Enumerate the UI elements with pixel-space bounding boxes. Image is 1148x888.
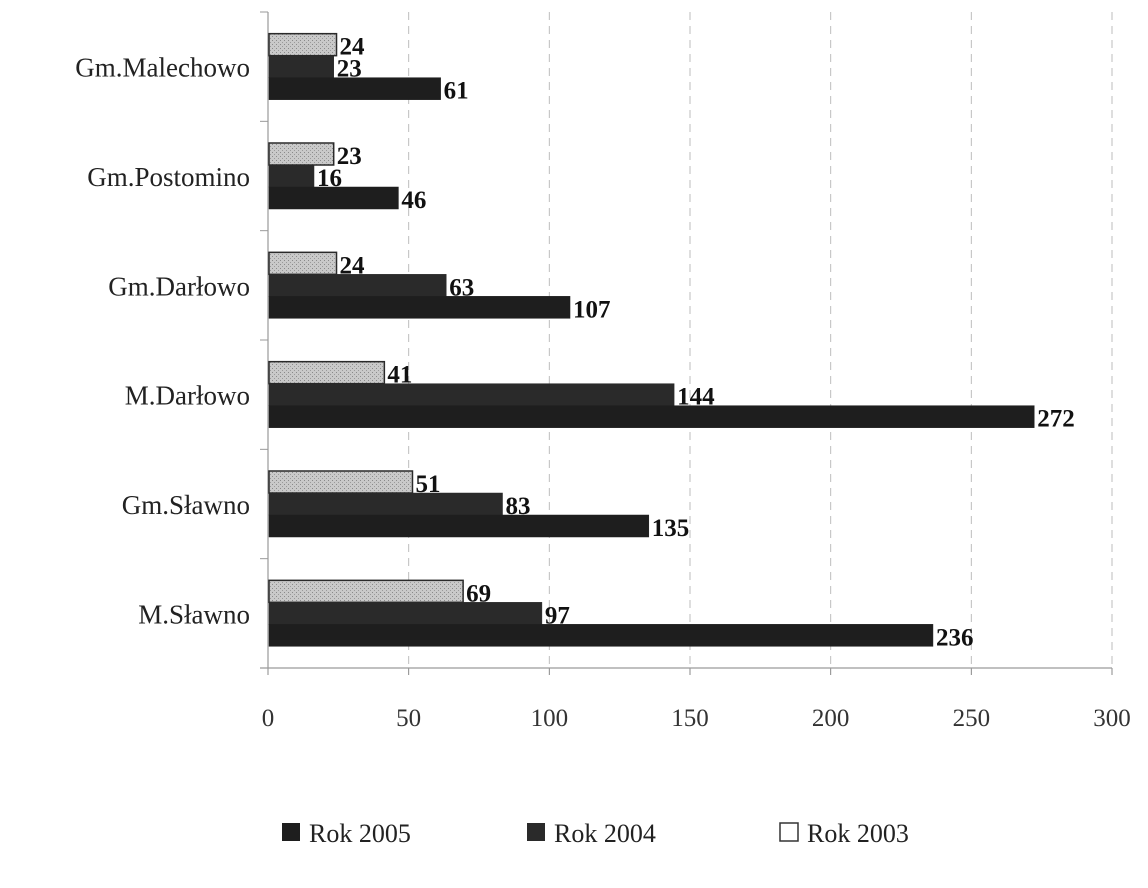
x-tick-label: 300 bbox=[1093, 705, 1131, 732]
data-label: 24 bbox=[340, 252, 366, 279]
category-label: M.Darłowo bbox=[125, 381, 250, 411]
bar-rok-2004 bbox=[268, 383, 675, 406]
bar-rok-2005 bbox=[268, 405, 1035, 428]
axes bbox=[260, 11, 1113, 675]
bar-rok-2005 bbox=[268, 296, 571, 319]
data-label: 24 bbox=[340, 34, 366, 61]
gridlines bbox=[408, 12, 1113, 668]
data-label: 51 bbox=[415, 471, 440, 498]
bar-rok-2004 bbox=[268, 602, 543, 625]
bar-rok-2003 bbox=[268, 32, 338, 57]
data-label: 144 bbox=[677, 384, 715, 411]
data-label: 23 bbox=[337, 56, 362, 83]
x-tick-labels: 0 50 100 150 200 250 300 bbox=[262, 705, 1131, 732]
x-tick-label: 150 bbox=[671, 705, 709, 732]
x-tick-label: 250 bbox=[953, 705, 991, 732]
bar-rok-2004 bbox=[268, 492, 503, 516]
legend-label: Rok 2004 bbox=[554, 819, 656, 848]
bar-rok-2003 bbox=[268, 251, 338, 276]
data-label: 63 bbox=[449, 274, 474, 301]
data-label: 83 bbox=[506, 493, 531, 520]
data-label: 97 bbox=[545, 602, 570, 629]
data-label: 46 bbox=[401, 187, 426, 214]
legend-label: Rok 2003 bbox=[807, 819, 909, 848]
bars bbox=[268, 32, 1035, 647]
data-label: 23 bbox=[337, 143, 362, 170]
category-label: Gm.Malechowo bbox=[75, 53, 250, 83]
category-label: Gm.Sławno bbox=[122, 490, 250, 520]
bar-rok-2003 bbox=[268, 360, 386, 385]
x-tick-label: 50 bbox=[396, 705, 421, 732]
x-tick-label: 0 bbox=[262, 705, 275, 732]
data-label: 16 bbox=[317, 165, 342, 192]
bar-rok-2003 bbox=[268, 142, 335, 166]
legend-swatch bbox=[282, 823, 300, 841]
legend-swatch bbox=[779, 822, 799, 842]
category-label: Gm.Darłowo bbox=[108, 271, 250, 301]
data-label: 107 bbox=[573, 296, 611, 323]
category-label: M.Sławno bbox=[138, 599, 250, 629]
data-label: 236 bbox=[936, 624, 974, 651]
legend-label: Rok 2005 bbox=[309, 819, 411, 848]
legend: Rok 2005 Rok 2004 Rok 2003 bbox=[282, 819, 909, 848]
x-tick-label: 200 bbox=[812, 705, 850, 732]
bar-rok-2003 bbox=[268, 470, 414, 494]
x-tick-label: 100 bbox=[531, 705, 569, 732]
data-label: 41 bbox=[387, 362, 412, 389]
bar-rok-2005 bbox=[268, 77, 441, 100]
data-label: 69 bbox=[466, 580, 491, 607]
legend-swatch bbox=[527, 823, 545, 841]
bar-rok-2005 bbox=[268, 186, 399, 210]
bar-rok-2005 bbox=[268, 514, 650, 538]
bar-rok-2003 bbox=[268, 579, 464, 604]
category-label: Gm.Postomino bbox=[87, 162, 250, 192]
bar-rok-2005 bbox=[268, 624, 934, 647]
data-labels: 6997236518313541144272246310723164624236… bbox=[317, 34, 1075, 652]
data-label: 61 bbox=[444, 78, 469, 105]
bar-rok-2004 bbox=[268, 164, 315, 188]
data-label: 272 bbox=[1037, 406, 1075, 433]
category-labels: M.Sławno Gm.Sławno M.Darłowo Gm.Darłowo Gm.P… bbox=[75, 53, 250, 630]
data-label: 135 bbox=[652, 515, 690, 542]
bar-rok-2004 bbox=[268, 55, 334, 78]
